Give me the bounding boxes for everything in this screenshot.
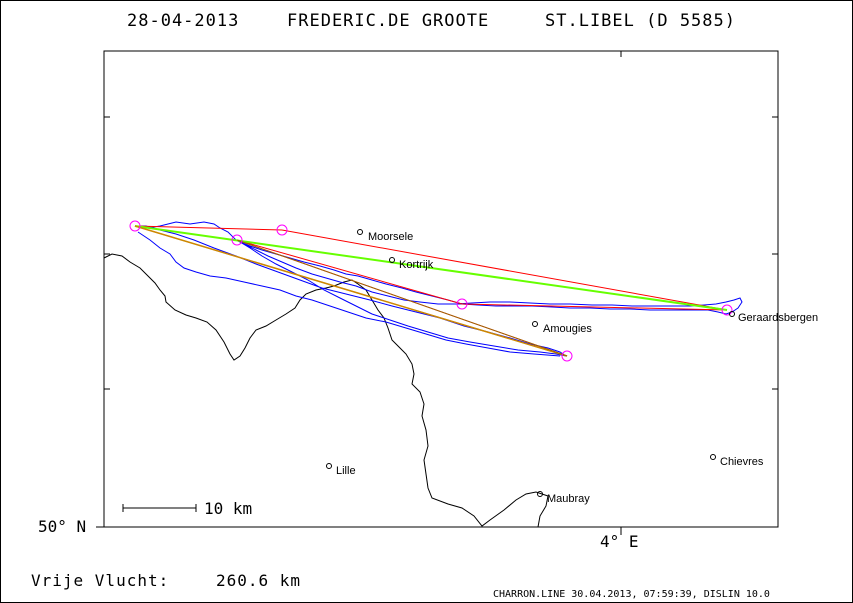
right-ticks xyxy=(772,116,778,390)
place-marker xyxy=(537,491,543,497)
place-marker xyxy=(389,257,395,263)
country-border xyxy=(103,253,549,528)
place-marker xyxy=(326,463,332,469)
leg-green xyxy=(134,225,728,311)
place-marker xyxy=(357,229,363,235)
longitude-label: 4° E xyxy=(600,532,639,551)
place-marker xyxy=(729,311,735,317)
turnpoint-marker xyxy=(561,350,573,362)
places: Moorsele Kortrijk Geraardsbergen Amougie… xyxy=(326,229,818,505)
glider-type: ST.LIBEL (D 5585) xyxy=(545,11,736,31)
place-marker xyxy=(710,454,716,460)
turnpoints xyxy=(129,220,733,362)
credits: CHARRON.LINE 30.04.2013, 07:59:39, DISLI… xyxy=(493,589,770,600)
scale-label: 10 km xyxy=(204,499,252,518)
place-lille: Lille xyxy=(336,465,356,477)
place-marker xyxy=(532,321,538,327)
place-chievres: Chievres xyxy=(720,456,764,468)
place-maubray: Maubray xyxy=(547,493,590,505)
flight-date: 28-04-2013 xyxy=(127,11,239,31)
leg-orange-2 xyxy=(236,239,568,357)
turnpoint-marker xyxy=(721,304,733,316)
left-ticks xyxy=(96,116,110,528)
turnpoint-marker xyxy=(456,298,468,310)
place-amougies: Amougies xyxy=(543,323,592,335)
distance-label: Vrije Vlucht: xyxy=(31,571,169,590)
pilot-name: FREDERIC.DE GROOTE xyxy=(287,11,489,31)
distance-value: 260.6 km xyxy=(216,571,301,590)
place-geraardsbergen: Geraardsbergen xyxy=(738,312,818,324)
scale-bar xyxy=(122,504,197,512)
turnpoint-marker xyxy=(129,220,141,232)
map-area xyxy=(103,50,779,528)
turnpoint-marker xyxy=(231,234,243,246)
gps-track xyxy=(134,221,743,357)
place-kortrijk: Kortrijk xyxy=(399,259,434,271)
turnpoint-marker xyxy=(276,224,288,236)
leg-orange xyxy=(134,225,568,357)
task-lines xyxy=(134,225,728,357)
place-moorsele: Moorsele xyxy=(368,231,413,243)
latitude-label: 50° N xyxy=(38,517,86,536)
